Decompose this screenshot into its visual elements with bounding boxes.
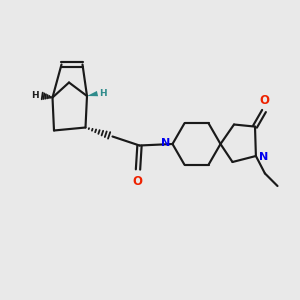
Text: H: H bbox=[31, 91, 39, 100]
Text: N: N bbox=[260, 152, 269, 162]
Text: H: H bbox=[99, 88, 106, 98]
Text: O: O bbox=[260, 94, 270, 107]
Polygon shape bbox=[87, 91, 98, 96]
Text: N: N bbox=[161, 138, 171, 148]
Text: O: O bbox=[132, 175, 142, 188]
